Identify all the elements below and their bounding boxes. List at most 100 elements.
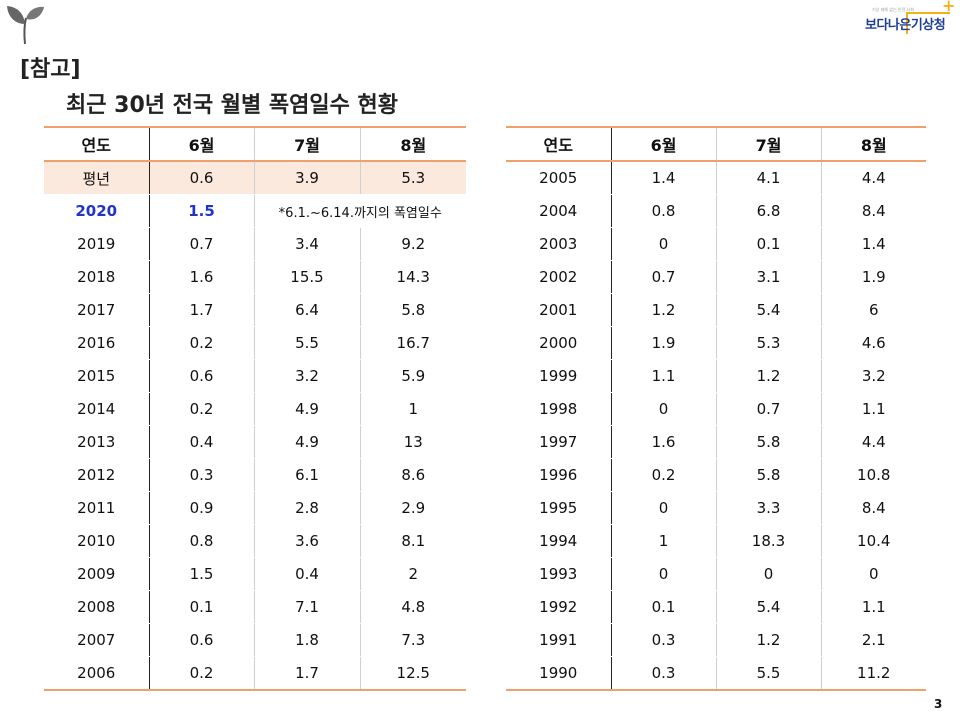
header-year: 연도 xyxy=(44,126,150,162)
normal-year-row: 평년 0.6 3.9 5.3 xyxy=(44,161,466,195)
table-row: 2017 1.7 6.4 5.8 xyxy=(44,293,466,327)
cell-june: 0.8 xyxy=(611,194,717,228)
cell-june: 0.9 xyxy=(149,491,255,525)
table-row: 2004 0.8 6.8 8.4 xyxy=(506,194,926,228)
cell-july: 2.8 xyxy=(254,491,361,525)
cell-year: 1996 xyxy=(506,458,612,492)
cell-june: 0.2 xyxy=(149,392,255,426)
cell-year: 2006 xyxy=(44,656,150,691)
logo-plus-icon: + xyxy=(942,0,956,15)
cell-july: 6.4 xyxy=(254,293,361,327)
cell-july: 3.6 xyxy=(254,524,361,558)
cell-year: 2011 xyxy=(44,491,150,525)
table-row: 1993 0 0 0 xyxy=(506,557,926,591)
cell-august: 6 xyxy=(821,293,926,327)
table-row: 1999 1.1 1.2 3.2 xyxy=(506,359,926,393)
current-year: 2020 xyxy=(44,194,150,228)
cell-year: 1994 xyxy=(506,524,612,558)
table-row: 2014 0.2 4.9 1 xyxy=(44,392,466,426)
cell-year: 2010 xyxy=(44,524,150,558)
current-year-note: *6.1.~6.14.까지의 폭염일수 xyxy=(254,194,466,228)
table-row: 2001 1.2 5.4 6 xyxy=(506,293,926,327)
cell-august: 13 xyxy=(360,425,466,459)
table-row: 1992 0.1 5.4 1.1 xyxy=(506,590,926,624)
current-year-row: 2020 1.5 *6.1.~6.14.까지의 폭염일수 xyxy=(44,194,466,228)
cell-july: 3.1 xyxy=(716,260,822,294)
cell-year: 2016 xyxy=(44,326,150,360)
table-row: 2019 0.7 3.4 9.2 xyxy=(44,227,466,261)
table-row: 1998 0 0.7 1.1 xyxy=(506,392,926,426)
cell-july: 5.4 xyxy=(716,590,822,624)
cell-june: 0.3 xyxy=(611,656,717,691)
cell-august: 4.6 xyxy=(821,326,926,360)
table-row: 2000 1.9 5.3 4.6 xyxy=(506,326,926,360)
cell-year: 2003 xyxy=(506,227,612,261)
cell-august: 4.4 xyxy=(821,161,926,195)
cell-year: 2008 xyxy=(44,590,150,624)
cell-july: 1.2 xyxy=(716,623,822,657)
cell-august: 5.8 xyxy=(360,293,466,327)
cell-august: 0 xyxy=(821,557,926,591)
cell-august: 9.2 xyxy=(360,227,466,261)
page-number: 3 xyxy=(934,697,943,711)
cell-year: 2009 xyxy=(44,557,150,591)
cell-year: 2019 xyxy=(44,227,150,261)
cell-june: 1.6 xyxy=(149,260,255,294)
logo-bracket xyxy=(906,12,950,34)
cell-june: 1.6 xyxy=(611,425,717,459)
cell-year: 1993 xyxy=(506,557,612,591)
cell-july: 5.5 xyxy=(254,326,361,360)
cell-june: 1.4 xyxy=(611,161,717,195)
cell-july: 3.3 xyxy=(716,491,822,525)
cell-july: 1.2 xyxy=(716,359,822,393)
cell-june: 0.2 xyxy=(611,458,717,492)
cell-june: 1.5 xyxy=(149,557,255,591)
table-row: 2013 0.4 4.9 13 xyxy=(44,425,466,459)
normal-june: 0.6 xyxy=(149,161,255,195)
cell-year: 2015 xyxy=(44,359,150,393)
cell-august: 8.4 xyxy=(821,491,926,525)
cell-july: 18.3 xyxy=(716,524,822,558)
cell-august: 10.8 xyxy=(821,458,926,492)
cell-year: 1995 xyxy=(506,491,612,525)
cell-june: 0.8 xyxy=(149,524,255,558)
cell-july: 4.9 xyxy=(254,425,361,459)
cell-august: 8.4 xyxy=(821,194,926,228)
normal-label: 평년 xyxy=(44,161,150,195)
cell-july: 5.3 xyxy=(716,326,822,360)
sprout-icon xyxy=(7,6,44,45)
cell-june: 0 xyxy=(611,491,717,525)
table-row: 1995 0 3.3 8.4 xyxy=(506,491,926,525)
table-row: 2011 0.9 2.8 2.9 xyxy=(44,491,466,525)
cell-year: 1992 xyxy=(506,590,612,624)
cell-august: 1.4 xyxy=(821,227,926,261)
cell-august: 2.9 xyxy=(360,491,466,525)
current-june: 1.5 xyxy=(149,194,255,228)
table-row: 1990 0.3 5.5 11.2 xyxy=(506,656,926,691)
header-june: 6월 xyxy=(611,126,717,162)
right-heatwave-table: 연도 6월 7월 8월 2005 1.4 4.1 4.4 2004 0.8 6.8 8.4 20… xyxy=(506,126,926,691)
cell-august: 11.2 xyxy=(821,656,926,691)
table-row: 2018 1.6 15.5 14.3 xyxy=(44,260,466,294)
cell-year: 2014 xyxy=(44,392,150,426)
table-row: 2009 1.5 0.4 2 xyxy=(44,557,466,591)
cell-june: 1.7 xyxy=(149,293,255,327)
cell-year: 1990 xyxy=(506,656,612,691)
header-august: 8월 xyxy=(360,126,466,162)
cell-year: 2000 xyxy=(506,326,612,360)
cell-june: 1.9 xyxy=(611,326,717,360)
cell-august: 8.1 xyxy=(360,524,466,558)
cell-year: 2007 xyxy=(44,623,150,657)
cell-july: 15.5 xyxy=(254,260,361,294)
cell-year: 1998 xyxy=(506,392,612,426)
cell-august: 1.1 xyxy=(821,392,926,426)
cell-august: 8.6 xyxy=(360,458,466,492)
header-july: 7월 xyxy=(716,126,822,162)
table-row: 2005 1.4 4.1 4.4 xyxy=(506,161,926,195)
cell-july: 1.8 xyxy=(254,623,361,657)
cell-june: 0.2 xyxy=(149,326,255,360)
header-july: 7월 xyxy=(254,126,361,162)
cell-year: 2018 xyxy=(44,260,150,294)
cell-june: 0.3 xyxy=(149,458,255,492)
kma-logo: 기상 재해 없는 안전 사회 + 보다나은기상청 xyxy=(862,0,956,38)
